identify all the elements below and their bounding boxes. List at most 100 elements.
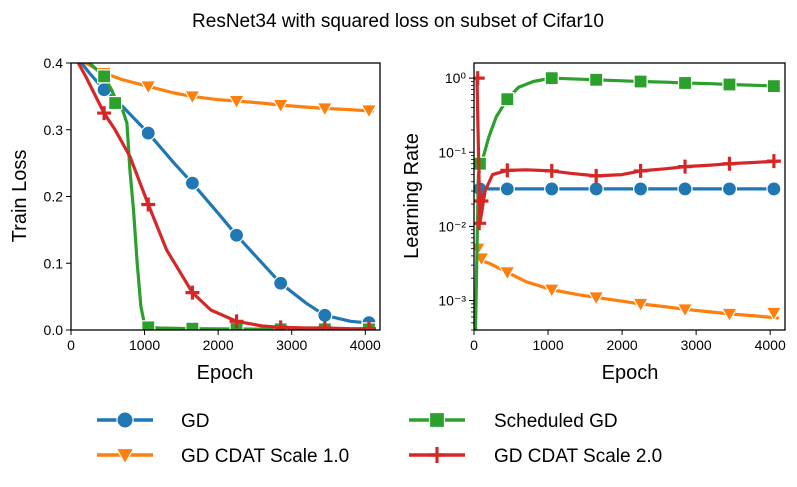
point-gd-cdat-scale-1-0 xyxy=(316,102,334,118)
series-gd xyxy=(79,63,377,330)
xtick-label: 4000 xyxy=(350,337,381,353)
series-gd xyxy=(474,181,782,197)
point-gd-cdat-scale-1-0 xyxy=(676,303,694,319)
ytick-label: 0.2 xyxy=(44,189,64,205)
point-gd-cdat-scale-2-0 xyxy=(633,163,648,178)
chart-title: ResNet34 with squared loss on subset of … xyxy=(192,11,604,32)
ytick-label: 0.1 xyxy=(44,255,64,271)
ytick-label: 10⁻² xyxy=(438,218,466,234)
point-gd xyxy=(677,181,693,197)
legend: GD Scheduled GD GD CDAT Scale 1.0 GD CDA… xyxy=(97,411,662,467)
xtick-label: 0 xyxy=(470,337,478,353)
point-gd-cdat-scale-1-0 xyxy=(498,266,516,282)
line-scheduled-gd xyxy=(474,76,780,330)
ytick-label: 10⁻³ xyxy=(438,293,466,309)
legend-marker-gd xyxy=(116,411,134,429)
line-gd-cdat-scale-2-0 xyxy=(76,63,375,330)
point-scheduled-gd xyxy=(108,95,123,111)
series-gd-cdat-scale-2-0 xyxy=(474,71,781,231)
ytick-label: 10⁰ xyxy=(445,70,467,86)
point-gd xyxy=(544,181,560,197)
legend-marker-scheduled-gd xyxy=(428,411,446,429)
xtick-label: 3000 xyxy=(276,337,307,353)
train-loss-axes-frame xyxy=(70,62,381,331)
learning-rate-panel: 0 1000 2000 3000 4000 10⁻³ 10⁻² 10⁻¹ 10⁰ Epoch L… xyxy=(401,62,786,384)
learning-rate-xlabel: Epoch xyxy=(602,362,659,384)
point-scheduled-gd xyxy=(544,71,559,86)
point-gd-cdat-scale-2-0 xyxy=(766,154,781,169)
point-gd-cdat-scale-1-0 xyxy=(765,306,783,322)
series-gd-cdat-scale-2-0 xyxy=(76,63,376,330)
point-scheduled-gd xyxy=(633,74,648,89)
legend-marker-gd-cdat-scale-2-0 xyxy=(428,446,446,464)
point-scheduled-gd xyxy=(500,92,515,107)
legend-entry-scheduled-gd: Scheduled GD xyxy=(409,411,618,432)
series-gd-cdat-scale-1-0 xyxy=(474,242,783,323)
point-gd xyxy=(273,275,289,291)
point-gd-cdat-scale-2-0 xyxy=(589,168,604,183)
point-scheduled-gd xyxy=(722,77,737,92)
point-gd-cdat-scale-1-0 xyxy=(543,283,561,299)
point-scheduled-gd xyxy=(766,79,781,94)
point-gd-cdat-scale-1-0 xyxy=(139,80,157,96)
legend-label-gd: GD xyxy=(181,411,210,432)
point-gd-cdat-scale-1-0 xyxy=(228,94,246,110)
point-gd xyxy=(317,307,333,323)
xtick-label: 0 xyxy=(67,337,75,353)
legend-entry-gd-cdat-1: GD CDAT Scale 1.0 xyxy=(97,446,349,467)
point-scheduled-gd xyxy=(97,69,112,84)
xtick-label: 4000 xyxy=(755,337,786,353)
point-gd-cdat-scale-1-0 xyxy=(360,104,378,120)
line-scheduled-gd xyxy=(86,63,375,330)
train-loss-panel: 0 1000 2000 3000 4000 0.0 0.1 0.2 0.3 0.4 Epoch T… xyxy=(9,55,381,384)
point-gd-cdat-scale-1-0 xyxy=(632,297,650,313)
series-scheduled-gd xyxy=(86,63,377,330)
legend-entry-gd-cdat-2: GD CDAT Scale 2.0 xyxy=(409,446,662,467)
point-gd-cdat-scale-2-0 xyxy=(141,197,156,212)
point-scheduled-gd xyxy=(185,321,200,330)
ytick-label: 0.3 xyxy=(44,122,64,138)
point-gd-cdat-scale-1-0 xyxy=(587,291,605,307)
legend-entry-gd: GD xyxy=(97,411,210,432)
line-gd-cdat-scale-1-0 xyxy=(474,247,780,320)
line-gd-cdat-scale-2-0 xyxy=(475,76,780,225)
xtick-label: 2000 xyxy=(203,337,234,353)
point-gd-cdat-scale-1-0 xyxy=(720,307,738,323)
point-gd-cdat-scale-2-0 xyxy=(722,156,737,171)
point-gd-cdat-scale-2-0 xyxy=(544,163,559,178)
point-gd xyxy=(184,175,200,191)
point-scheduled-gd xyxy=(141,320,156,330)
point-gd xyxy=(140,125,156,141)
point-gd xyxy=(633,181,649,197)
train-loss-ylabel: Train Loss xyxy=(9,150,31,243)
point-scheduled-gd xyxy=(589,72,604,87)
point-gd xyxy=(588,181,604,197)
point-gd-cdat-scale-2-0 xyxy=(500,163,515,178)
legend-label-gd-cdat-1: GD CDAT Scale 1.0 xyxy=(181,446,349,467)
learning-rate-ylabel: Learning Rate xyxy=(401,133,423,259)
legend-marker-gd-cdat-scale-1-0 xyxy=(115,447,135,465)
point-gd xyxy=(228,227,245,243)
point-gd xyxy=(499,181,515,197)
point-gd-cdat-scale-2-0 xyxy=(185,285,200,300)
point-gd-cdat-scale-2-0 xyxy=(474,193,489,208)
point-gd xyxy=(766,181,782,197)
point-gd-cdat-scale-2-0 xyxy=(97,106,112,121)
xtick-label: 1000 xyxy=(129,337,160,353)
point-gd-cdat-scale-2-0 xyxy=(273,320,288,330)
xtick-label: 3000 xyxy=(681,337,712,353)
point-gd-cdat-scale-2-0 xyxy=(317,320,332,330)
point-gd-cdat-scale-2-0 xyxy=(678,159,693,174)
point-gd xyxy=(721,181,738,197)
xtick-label: 1000 xyxy=(532,337,563,353)
series-scheduled-gd xyxy=(474,71,781,330)
xtick-label: 2000 xyxy=(607,337,638,353)
line-gd xyxy=(79,63,375,325)
point-gd-cdat-scale-2-0 xyxy=(229,314,244,329)
point-gd-cdat-scale-1-0 xyxy=(272,98,290,114)
point-gd-cdat-scale-1-0 xyxy=(183,90,201,106)
ytick-label: 10⁻¹ xyxy=(438,144,466,160)
ytick-label: 0.4 xyxy=(44,55,64,71)
point-gd-cdat-scale-2-0 xyxy=(361,321,376,330)
